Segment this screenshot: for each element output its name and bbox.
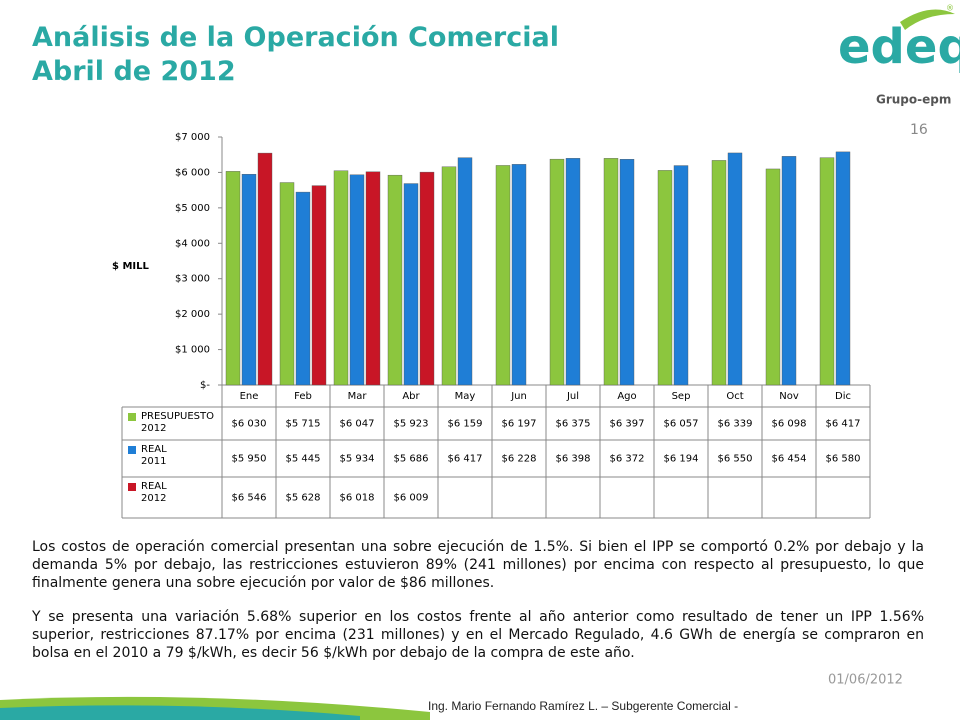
bar [295,191,311,386]
table-value: $6 194 [664,454,699,465]
x-tick-label: Mar [348,391,368,402]
x-tick-label: May [455,391,476,402]
table-value: $6 580 [826,454,861,465]
y-tick-label: $6 000 [175,167,210,178]
bar [365,171,381,386]
bar [419,171,435,386]
table-value: $6 550 [718,454,753,465]
footer: Ing. Mario Fernando Ramírez L. – Subgere… [428,699,738,713]
table-value: $6 454 [772,454,807,465]
bar [349,174,365,386]
y-tick-label: $3 000 [175,274,210,285]
table-value: $6 546 [232,493,267,504]
table-value: $6 375 [556,419,591,430]
table-value: $5 934 [340,454,375,465]
bar [279,182,295,386]
x-tick-label: Feb [294,391,312,402]
slide-title: Análisis de la Operación Comercial [32,22,559,53]
x-tick-label: Ago [617,391,636,402]
table-value: $6 098 [772,419,807,430]
y-tick-label: $7 000 [175,132,210,143]
table-value: $5 686 [394,454,429,465]
x-tick-label: Dic [835,391,851,402]
bar [441,166,457,386]
y-tick-label: $2 000 [175,309,210,320]
date: 01/06/2012 [828,673,903,688]
table-value: $6 372 [610,454,645,465]
bar [727,152,743,386]
table-value: $5 445 [286,454,321,465]
bar [511,164,527,386]
bar [711,160,727,386]
y-tick-label: $1 000 [175,345,210,356]
y-tick-label: $5 000 [175,203,210,214]
table-value: $6 417 [448,454,483,465]
y-axis-label: $ MILL [112,261,149,272]
table-value: $6 397 [610,419,645,430]
bar [781,156,797,386]
legend-swatch [128,483,136,491]
bar [311,185,327,386]
decor-wave [0,705,360,720]
bar [241,173,257,386]
table-value: $6 228 [502,454,537,465]
table-value: $6 018 [340,493,375,504]
table-value: $6 047 [340,419,375,430]
table-value: $5 950 [232,454,267,465]
x-tick-label: Oct [726,391,743,402]
bar [403,183,419,386]
bar [603,158,619,386]
y-tick-label: $4 000 [175,238,210,249]
legend-label: REAL 2012 [141,481,167,504]
table-value: $6 417 [826,419,861,430]
table-value: $5 923 [394,419,429,430]
legend-swatch [128,413,136,421]
table-value: $6 197 [502,419,537,430]
table-value: $5 715 [286,419,321,430]
logo-leaf [900,9,955,30]
paragraph: Los costos de operación comercial presen… [32,539,924,591]
bar [619,159,635,386]
paragraph: Y se presenta una variación 5.68% superi… [32,609,924,661]
table-value: $6 057 [664,419,699,430]
bar [257,152,273,386]
table-value: $6 398 [556,454,591,465]
legend-label: REAL 2011 [141,444,167,467]
bar [835,151,851,386]
table-value: $6 339 [718,419,753,430]
bar [549,158,565,386]
slide-subtitle: Abril de 2012 [32,56,236,87]
legend-swatch [128,446,136,454]
bar [333,170,349,386]
x-tick-label: Jun [510,391,527,402]
x-tick-label: Abr [402,391,420,402]
table-value: $6 009 [394,493,429,504]
table-value: $6 030 [232,419,267,430]
bar [765,168,781,386]
x-tick-label: Nov [779,391,799,402]
logo-group: Grupo-epm [876,93,951,107]
x-tick-label: Jul [566,391,579,402]
table-value: $5 628 [286,493,321,504]
logo-mark: ® [946,4,954,13]
bar [673,165,689,386]
page-number: 16 [910,122,928,138]
logo-brand: edeq [838,19,960,75]
y-tick-label: $- [200,380,210,391]
bar [819,157,835,386]
x-tick-label: Ene [240,391,259,402]
bar [387,174,403,386]
legend-label: PRESUPUESTO 2012 [141,411,214,434]
x-tick-label: Sep [672,391,691,402]
bar [657,170,673,386]
bar [565,158,581,386]
bar [225,171,241,386]
bar [495,165,511,386]
table-value: $6 159 [448,419,483,430]
bar [457,157,473,386]
